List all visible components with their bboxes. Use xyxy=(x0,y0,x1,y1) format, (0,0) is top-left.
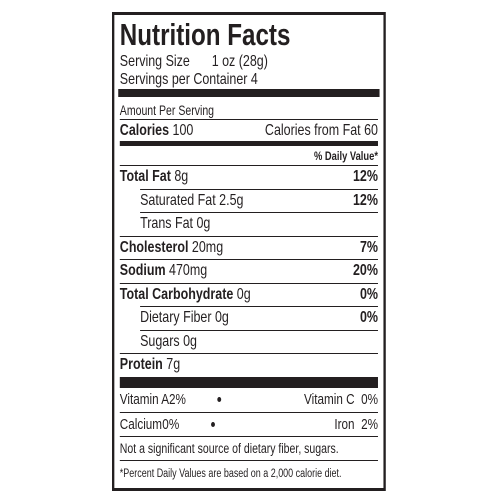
vitamin-name: Calcium xyxy=(119,415,163,433)
vitamin-row: Calcium 0% Iron 2% xyxy=(119,411,378,436)
servings: Servings per Container 4 xyxy=(119,71,258,88)
vitamin-value: 0% xyxy=(162,415,180,433)
nutrient-name: Sugars xyxy=(140,332,180,350)
vitamin-value: 0% xyxy=(361,391,378,408)
nutrient-amount: 0g xyxy=(236,285,251,303)
nutrient-name: Saturated Fat xyxy=(140,191,216,209)
footnote-row: Not a significant source of dietary fibe… xyxy=(119,435,378,460)
footnote: *Percent Daily Values are based on a 2,0… xyxy=(119,468,342,480)
nutrient-name: Protein xyxy=(119,356,163,374)
footnote-row: *Percent Daily Values are based on a 2,0… xyxy=(119,459,378,488)
nutrient: Trans Fat 0g xyxy=(140,215,210,233)
serving-size-label: Serving Size xyxy=(119,53,190,70)
vitamin-value: 2% xyxy=(169,391,186,408)
calories-label: Calories xyxy=(119,121,170,139)
calories-from-fat: Calories from Fat 60 xyxy=(264,121,378,139)
vitamin: Calcium 0% xyxy=(120,416,249,433)
daily-value: 0% xyxy=(359,309,378,327)
amount-row: Amount Per Serving xyxy=(120,97,378,119)
vitamin-row: Vitamin A 2% Vitamin C 0% xyxy=(120,388,378,412)
title-row: Nutrition Facts xyxy=(120,15,378,53)
divider xyxy=(119,376,378,388)
amount-per-serving: Amount Per Serving xyxy=(119,102,215,118)
nutrient-row: Saturated Fat 2.5g 12% xyxy=(140,188,378,213)
nutrition-label: Nutrition Facts Serving Size 1 oz (28g) … xyxy=(112,12,386,491)
daily-value: 12% xyxy=(352,191,378,209)
nutrient-row: Sugars 0g xyxy=(140,329,378,354)
nutrient-amount: 8g xyxy=(174,168,189,186)
nutrient-row: Protein 7g xyxy=(119,353,378,377)
nutrient-row: Cholesterol 20mg 7% xyxy=(119,235,378,260)
daily-value: 7% xyxy=(359,238,378,256)
nutrient: Sodium 470mg xyxy=(120,262,207,280)
nutrient: Saturated Fat 2.5g xyxy=(140,192,243,210)
vitamin: Vitamin A 2% xyxy=(120,391,256,408)
daily-value: 0% xyxy=(359,285,378,303)
nutrient-name: Trans Fat xyxy=(140,215,194,233)
nutrient-name: Total Fat xyxy=(119,168,171,186)
nutrient: Total Carbohydrate 0g xyxy=(120,286,251,304)
nutrient-amount: 2.5g xyxy=(219,191,244,209)
calories-row: Calories 100 Calories from Fat 60 xyxy=(119,119,378,141)
separator-dot xyxy=(210,421,215,427)
nutrient-row: Sodium 470mg 20% xyxy=(119,259,378,283)
title: Nutrition Facts xyxy=(119,17,291,52)
nutrient-amount: 7g xyxy=(166,356,181,374)
separator-dot xyxy=(217,397,222,402)
nutrient-name: Cholesterol xyxy=(119,238,189,256)
nutrient: Dietary Fiber 0g xyxy=(140,309,229,327)
nutrient: Sugars 0g xyxy=(140,333,197,351)
nutrient-row: Dietary Fiber 0g 0% xyxy=(140,306,378,330)
vitamin-value: 2% xyxy=(361,415,378,433)
serving-size: 1 oz (28g) xyxy=(211,53,268,70)
daily-value: 20% xyxy=(352,262,378,280)
divider xyxy=(118,89,380,97)
nutrient-name: Total Carbohydrate xyxy=(119,285,234,303)
nutrient-amount: 0g xyxy=(196,215,211,233)
vitamin-name: Iron xyxy=(334,415,355,433)
nutrient: Cholesterol 20mg xyxy=(120,239,223,257)
vitamin-name: Vitamin C xyxy=(304,391,355,408)
vitamin-name: Vitamin A xyxy=(119,391,170,408)
nutrient: Total Fat 8g xyxy=(120,168,188,186)
nutrient-row: Total Fat 8g 12% xyxy=(119,165,378,189)
nutrient-amount: 470mg xyxy=(169,262,208,280)
daily-value-header-row: % Daily Value* xyxy=(120,146,378,165)
nutrient: Protein 7g xyxy=(120,356,180,374)
calories-value: 100 xyxy=(172,121,194,139)
servings-row: Servings per Container 4 xyxy=(120,71,378,89)
footnote: Not a significant source of dietary fibe… xyxy=(119,440,339,456)
daily-value-header: % Daily Value* xyxy=(313,148,378,163)
vitamin: Vitamin C 0% xyxy=(255,391,378,408)
nutrient-name: Sodium xyxy=(119,262,166,280)
serving-size-row: Serving Size 1 oz (28g) xyxy=(120,53,378,71)
vitamin: Iron 2% xyxy=(249,416,378,433)
nutrient-amount: 0g xyxy=(183,332,197,350)
divider xyxy=(119,141,378,146)
nutrient-row: Total Carbohydrate 0g 0% xyxy=(119,282,378,307)
nutrient-name: Dietary Fiber xyxy=(140,309,212,327)
nutrient-amount: 20mg xyxy=(191,238,224,256)
nutrient-amount: 0g xyxy=(214,309,229,327)
nutrient-row: Trans Fat 0g xyxy=(140,212,378,236)
daily-value: 12% xyxy=(352,168,378,186)
